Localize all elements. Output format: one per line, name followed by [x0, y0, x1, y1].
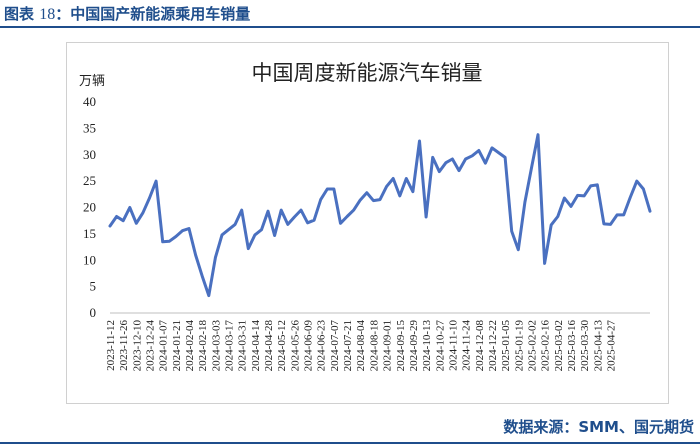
x-tick-label: 2025-04-27 [605, 320, 617, 372]
x-tick-label: 2024-01-21 [171, 320, 183, 371]
x-axis: 2023-11-12 2023-11-26 2023-12-10 2023-12-24… [105, 312, 650, 372]
y-tick-label: 30 [83, 147, 96, 162]
x-tick-label: 2024-11-10 [447, 320, 459, 371]
x-tick-label: 2024-12-22 [487, 320, 499, 371]
figure-caption: 图表 18：中国国产新能源乘用车销量 [4, 3, 250, 24]
x-tick-label: 2025-04-13 [592, 320, 604, 372]
x-tick-label: 2025-02-16 [540, 320, 552, 372]
top-rule [0, 26, 700, 28]
y-axis-unit: 万辆 [79, 74, 105, 89]
chart-title: 中国周度新能源汽车销量 [252, 61, 483, 85]
bottom-rule [0, 442, 700, 444]
x-tick-label: 2024-10-27 [434, 320, 446, 372]
x-tick-label: 2023-12-24 [145, 320, 157, 372]
y-tick-label: 10 [83, 252, 96, 267]
x-tick-label: 2024-08-04 [355, 320, 367, 372]
x-tick-label: 2023-11-26 [118, 320, 130, 371]
x-tick-label: 2025-01-19 [513, 320, 525, 372]
y-axis: 0 5 10 15 20 25 30 35 40 [83, 94, 96, 320]
x-tick-label: 2024-11-24 [461, 320, 473, 371]
x-tick-label: 2024-03-17 [224, 320, 236, 372]
source-note: 数据来源：SMM、国元期货 [503, 418, 694, 436]
x-tick-label: 2024-06-23 [316, 320, 328, 372]
series-line [108, 133, 652, 298]
x-tick-label: 2024-07-21 [342, 320, 354, 371]
y-tick-label: 0 [90, 305, 97, 320]
x-tick-label: 2024-08-18 [368, 320, 380, 372]
x-tick-label: 2023-11-12 [105, 320, 117, 371]
x-tick-label: 2024-09-15 [395, 320, 407, 372]
caption-prefix: 图表 [4, 5, 40, 23]
x-tick-label: 2024-03-03 [210, 320, 222, 372]
y-tick-label: 40 [83, 94, 96, 109]
x-tick-label: 2024-04-28 [263, 320, 275, 372]
caption-text: ：中国国产新能源乘用车销量 [55, 5, 251, 23]
x-tick-label: 2025-03-16 [566, 320, 578, 372]
y-tick-label: 15 [83, 226, 96, 241]
x-tick-label: 2024-03-31 [237, 320, 249, 371]
x-tick-label: 2024-02-18 [197, 320, 209, 372]
x-tick-label: 2025-01-05 [500, 320, 512, 372]
x-tick-label: 2024-09-01 [382, 320, 394, 371]
x-tick-label: 2024-07-07 [329, 320, 341, 372]
x-tick-label: 2025-03-30 [579, 320, 591, 372]
x-tick-label: 2024-05-12 [276, 320, 288, 371]
y-tick-label: 5 [90, 279, 97, 294]
x-tick-label: 2024-01-07 [158, 320, 170, 372]
x-tick-label: 2024-06-09 [303, 320, 315, 372]
x-tick-label: 2025-02-02 [526, 320, 538, 371]
chart-frame [66, 42, 669, 404]
x-tick-label: 2024-09-29 [408, 320, 420, 372]
x-tick-label: 2024-12-08 [474, 320, 486, 372]
x-tick-label: 2025-03-02 [553, 320, 565, 371]
caption-number: 18 [39, 6, 56, 23]
y-tick-label: 20 [83, 200, 96, 215]
x-tick-label: 2024-02-04 [184, 320, 196, 372]
x-tick-label: 2024-04-14 [250, 320, 262, 372]
y-tick-label: 25 [83, 173, 96, 188]
y-tick-label: 35 [83, 120, 96, 135]
x-tick-label: 2024-05-26 [289, 320, 301, 372]
x-tick-label: 2024-10-13 [421, 320, 433, 372]
x-tick-label: 2023-12-10 [131, 320, 143, 372]
